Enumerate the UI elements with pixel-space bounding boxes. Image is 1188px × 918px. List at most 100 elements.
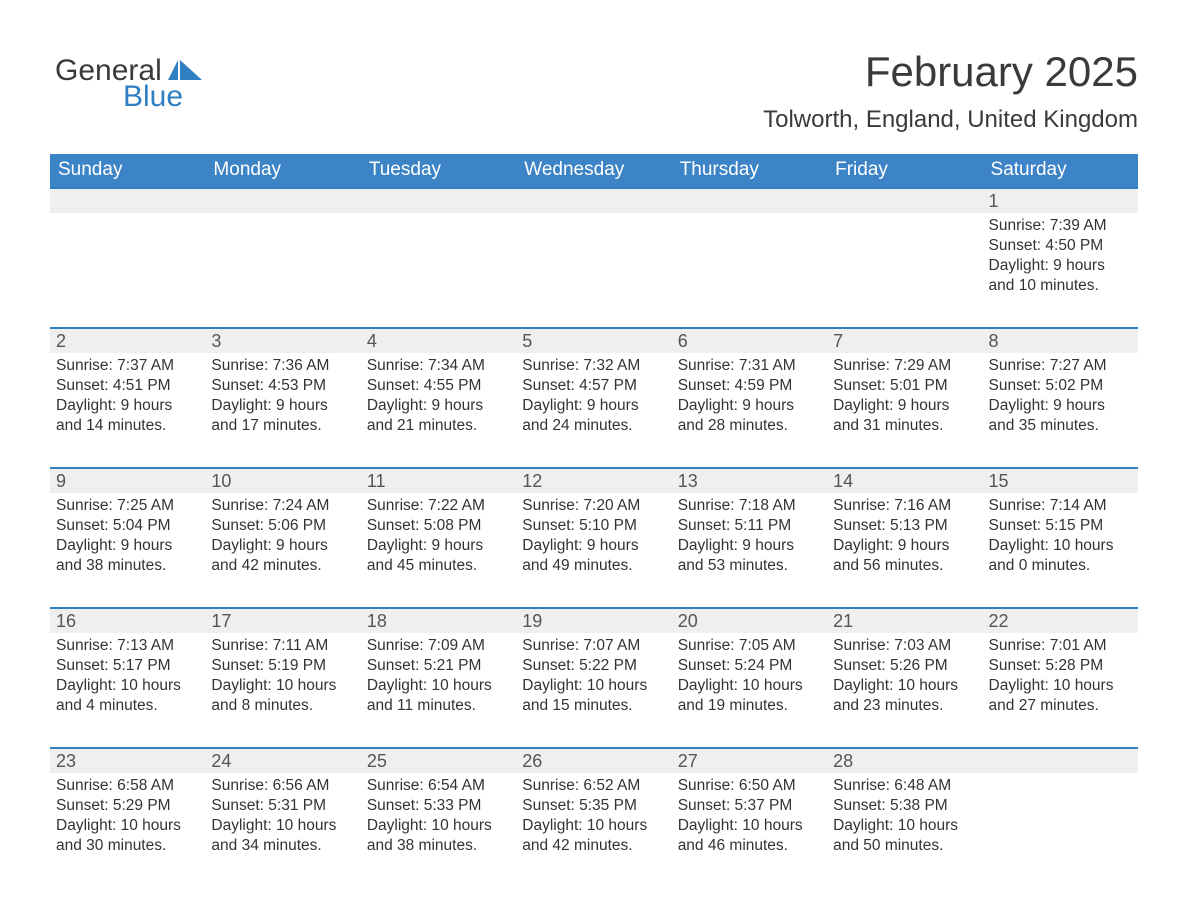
- day-number: 11: [361, 469, 392, 494]
- day-number: 24: [205, 749, 237, 774]
- day-details: Sunrise: 7:37 AMSunset: 4:51 PMDaylight:…: [50, 353, 205, 437]
- sunset-line: Sunset: 5:28 PM: [989, 657, 1104, 674]
- header: February 2025 Tolworth, England, United …: [50, 48, 1138, 134]
- sunrise-line: Sunrise: 7:24 AM: [211, 497, 329, 514]
- weekday-header: Monday: [205, 154, 360, 187]
- day-details: Sunrise: 7:36 AMSunset: 4:53 PMDaylight:…: [205, 353, 360, 437]
- sunrise-line: Sunrise: 7:14 AM: [989, 497, 1107, 514]
- calendar-cell: 20Sunrise: 7:05 AMSunset: 5:24 PMDayligh…: [672, 607, 827, 747]
- calendar-row: 9Sunrise: 7:25 AMSunset: 5:04 PMDaylight…: [50, 467, 1138, 607]
- day-number: 8: [983, 329, 1005, 354]
- sunrise-line: Sunrise: 7:37 AM: [56, 357, 174, 374]
- calendar-cell: 27Sunrise: 6:50 AMSunset: 5:37 PMDayligh…: [672, 747, 827, 887]
- calendar-cell: 17Sunrise: 7:11 AMSunset: 5:19 PMDayligh…: [205, 607, 360, 747]
- daylight-line: Daylight: 10 hours and 42 minutes.: [522, 817, 647, 854]
- day-details: Sunrise: 6:56 AMSunset: 5:31 PMDaylight:…: [205, 773, 360, 857]
- sunrise-line: Sunrise: 7:34 AM: [367, 357, 485, 374]
- calendar-cell: 13Sunrise: 7:18 AMSunset: 5:11 PMDayligh…: [672, 467, 827, 607]
- calendar-row: 1Sunrise: 7:39 AMSunset: 4:50 PMDaylight…: [50, 187, 1138, 327]
- sunset-line: Sunset: 4:59 PM: [678, 377, 793, 394]
- weekday-header: Tuesday: [361, 154, 516, 187]
- sunrise-line: Sunrise: 6:50 AM: [678, 777, 796, 794]
- calendar-cell: 28Sunrise: 6:48 AMSunset: 5:38 PMDayligh…: [827, 747, 982, 887]
- calendar-cell: [50, 187, 205, 327]
- daylight-line: Daylight: 9 hours and 49 minutes.: [522, 537, 638, 574]
- calendar-cell: 23Sunrise: 6:58 AMSunset: 5:29 PMDayligh…: [50, 747, 205, 887]
- daylight-line: Daylight: 9 hours and 21 minutes.: [367, 397, 483, 434]
- calendar-cell: 21Sunrise: 7:03 AMSunset: 5:26 PMDayligh…: [827, 607, 982, 747]
- day-details: Sunrise: 7:25 AMSunset: 5:04 PMDaylight:…: [50, 493, 205, 577]
- day-number: 5: [516, 329, 538, 354]
- daylight-line: Daylight: 10 hours and 23 minutes.: [833, 677, 958, 714]
- calendar-cell: 25Sunrise: 6:54 AMSunset: 5:33 PMDayligh…: [361, 747, 516, 887]
- day-details: Sunrise: 7:16 AMSunset: 5:13 PMDaylight:…: [827, 493, 982, 577]
- sunset-line: Sunset: 5:37 PM: [678, 797, 793, 814]
- sunrise-line: Sunrise: 7:39 AM: [989, 217, 1107, 234]
- sunrise-line: Sunrise: 7:11 AM: [211, 637, 328, 654]
- sunset-line: Sunset: 5:06 PM: [211, 517, 326, 534]
- day-details: Sunrise: 7:13 AMSunset: 5:17 PMDaylight:…: [50, 633, 205, 717]
- day-number: 13: [672, 469, 704, 494]
- day-details: Sunrise: 7:20 AMSunset: 5:10 PMDaylight:…: [516, 493, 671, 577]
- daylight-line: Daylight: 10 hours and 15 minutes.: [522, 677, 647, 714]
- calendar-cell: 8Sunrise: 7:27 AMSunset: 5:02 PMDaylight…: [983, 327, 1138, 467]
- daylight-line: Daylight: 10 hours and 19 minutes.: [678, 677, 803, 714]
- day-details: Sunrise: 7:31 AM Sunset: 4:59 PM Daylight:…: [672, 353, 827, 437]
- sunrise-line: Sunrise: 7:32 AM: [522, 357, 640, 374]
- sunset-line: Sunset: 5:04 PM: [56, 517, 171, 534]
- day-number: 15: [983, 469, 1015, 494]
- daylight-line: Daylight: 10 hours and 11 minutes.: [367, 677, 492, 714]
- day-number: 12: [516, 469, 548, 494]
- sunset-line: Sunset: 5:38 PM: [833, 797, 948, 814]
- sunset-line: Sunset: 5:17 PM: [56, 657, 171, 674]
- sunset-line: Sunset: 5:01 PM: [833, 377, 948, 394]
- sunrise-line: Sunrise: 6:58 AM: [56, 777, 174, 794]
- day-number: 3: [205, 329, 227, 354]
- brand-logo: General Blue: [55, 55, 202, 112]
- sunset-line: Sunset: 5:10 PM: [522, 517, 637, 534]
- calendar-cell: 12Sunrise: 7:20 AMSunset: 5:10 PMDayligh…: [516, 467, 671, 607]
- sunset-line: Sunset: 4:57 PM: [522, 377, 637, 394]
- sunrise-line: Sunrise: 7:31 AM: [678, 357, 796, 374]
- calendar-cell: 18Sunrise: 7:09 AMSunset: 5:21 PMDayligh…: [361, 607, 516, 747]
- weekday-header: Thursday: [672, 154, 827, 187]
- weekday-header-row: SundayMondayTuesdayWednesdayThursdayFrid…: [50, 154, 1138, 187]
- daylight-line: Daylight: 9 hours and 17 minutes.: [211, 397, 327, 434]
- sunrise-line: Sunrise: 7:18 AM: [678, 497, 796, 514]
- sunrise-line: Sunrise: 7:03 AM: [833, 637, 951, 654]
- sunset-line: Sunset: 5:21 PM: [367, 657, 482, 674]
- day-number: 10: [205, 469, 237, 494]
- daylight-line: Daylight: 9 hours and 31 minutes.: [833, 397, 949, 434]
- daylight-line: Daylight: 9 hours and 10 minutes.: [989, 257, 1105, 294]
- day-details: Sunrise: 7:24 AMSunset: 5:06 PMDaylight:…: [205, 493, 360, 577]
- sunrise-line: Sunrise: 7:16 AM: [833, 497, 951, 514]
- weekday-header: Wednesday: [516, 154, 671, 187]
- weekday-header: Sunday: [50, 154, 205, 187]
- sunrise-line: Sunrise: 7:09 AM: [367, 637, 485, 654]
- daylight-line: Daylight: 9 hours and 14 minutes.: [56, 397, 172, 434]
- day-details: Sunrise: 7:29 AMSunset: 5:01 PMDaylight:…: [827, 353, 982, 437]
- day-number: 17: [205, 609, 237, 634]
- day-number: 7: [827, 329, 849, 354]
- sunset-line: Sunset: 5:08 PM: [367, 517, 482, 534]
- sunset-line: Sunset: 5:13 PM: [833, 517, 948, 534]
- day-details: Sunrise: 6:50 AMSunset: 5:37 PMDaylight:…: [672, 773, 827, 857]
- sunrise-line: Sunrise: 7:07 AM: [522, 637, 640, 654]
- daylight-line: Daylight: 9 hours and 28 minutes.: [678, 397, 794, 434]
- sunset-line: Sunset: 5:19 PM: [211, 657, 326, 674]
- daylight-line: Daylight: 10 hours and 34 minutes.: [211, 817, 336, 854]
- day-number: 19: [516, 609, 548, 634]
- sunset-line: Sunset: 5:11 PM: [678, 517, 791, 534]
- calendar-cell: 10Sunrise: 7:24 AMSunset: 5:06 PMDayligh…: [205, 467, 360, 607]
- calendar-cell: 4Sunrise: 7:34 AMSunset: 4:55 PMDaylight…: [361, 327, 516, 467]
- day-number: 27: [672, 749, 704, 774]
- day-details: Sunrise: 7:34 AMSunset: 4:55 PMDaylight:…: [361, 353, 516, 437]
- sunrise-line: Sunrise: 7:27 AM: [989, 357, 1107, 374]
- sunset-line: Sunset: 5:02 PM: [989, 377, 1104, 394]
- daylight-line: Daylight: 10 hours and 27 minutes.: [989, 677, 1114, 714]
- day-details: Sunrise: 7:39 AMSunset: 4:50 PMDaylight:…: [983, 213, 1138, 297]
- day-details: Sunrise: 7:01 AMSunset: 5:28 PMDaylight:…: [983, 633, 1138, 717]
- calendar-row: 2Sunrise: 7:37 AMSunset: 4:51 PMDaylight…: [50, 327, 1138, 467]
- sunset-line: Sunset: 5:22 PM: [522, 657, 637, 674]
- sunset-line: Sunset: 5:24 PM: [678, 657, 793, 674]
